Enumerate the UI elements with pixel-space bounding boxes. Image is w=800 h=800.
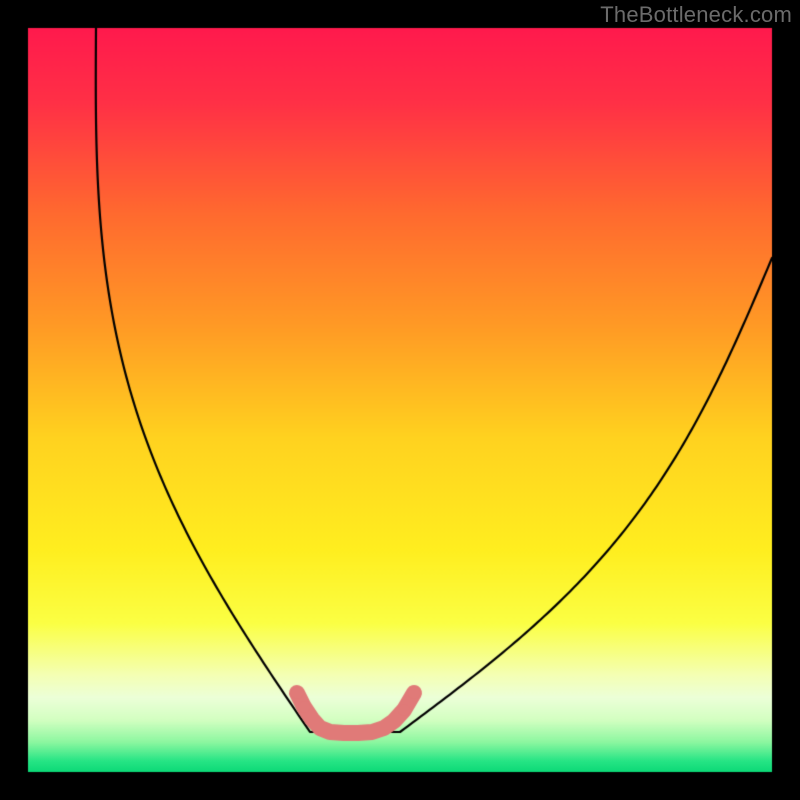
attribution-text: TheBottleneck.com <box>600 2 792 28</box>
bottleneck-chart-canvas <box>0 0 800 800</box>
chart-stage: TheBottleneck.com <box>0 0 800 800</box>
